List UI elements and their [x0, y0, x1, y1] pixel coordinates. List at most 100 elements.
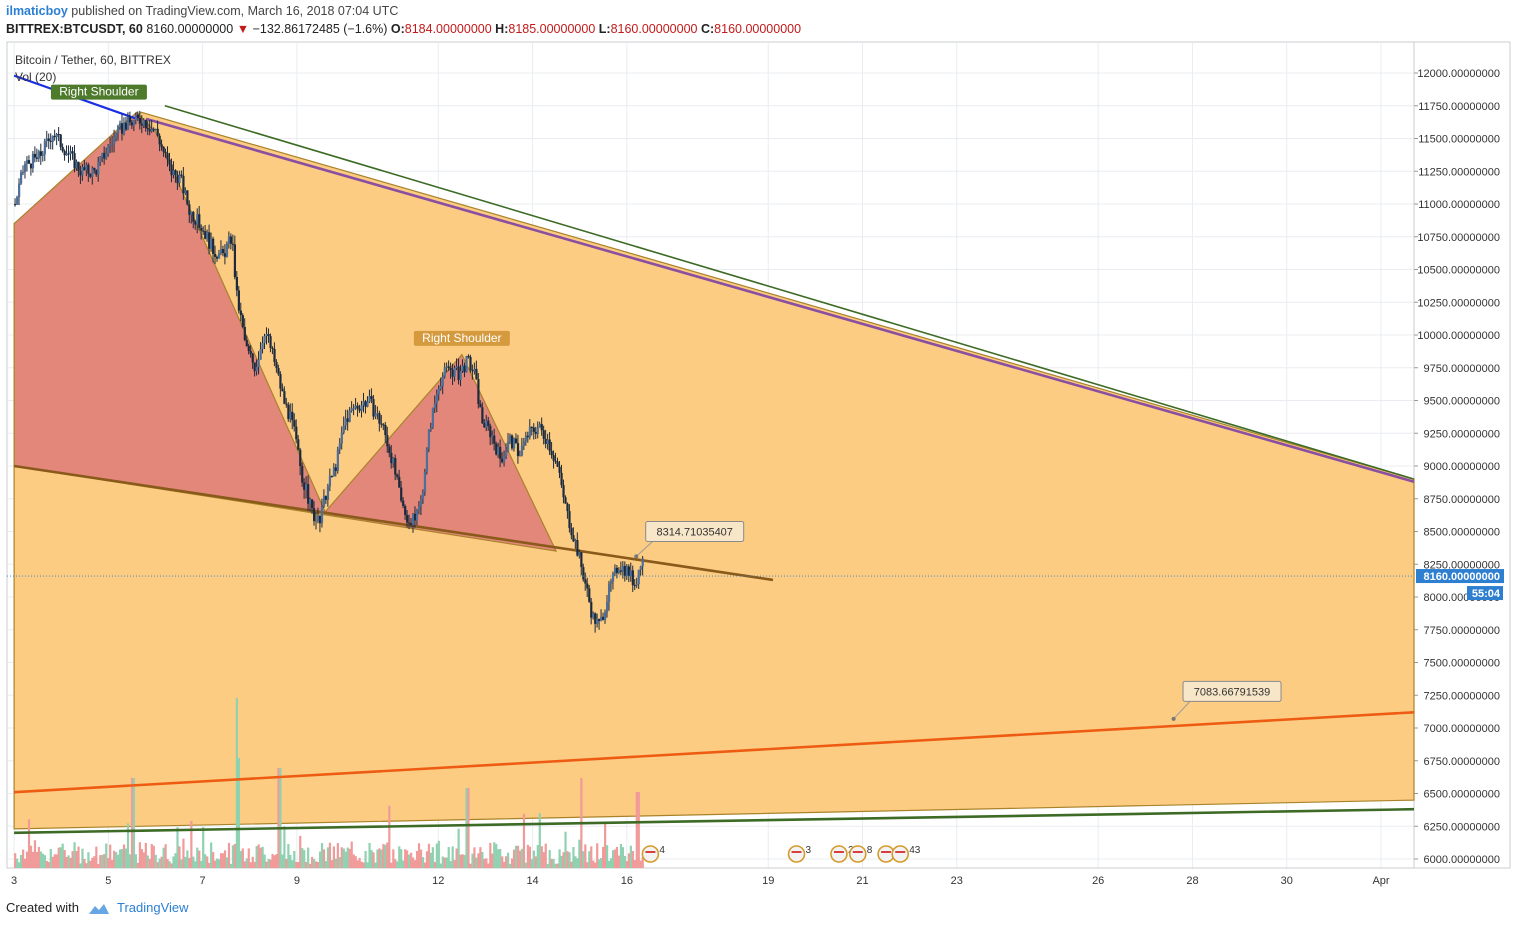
volume-bar	[419, 849, 423, 868]
last-price: 8160.00000000	[146, 22, 234, 36]
candle-body	[516, 443, 520, 457]
volume-bar	[455, 848, 458, 868]
volume-bar	[291, 860, 294, 868]
volume-bar	[61, 843, 64, 868]
candle-body	[61, 146, 64, 152]
candle-body	[501, 458, 504, 463]
volume-bar	[507, 852, 510, 868]
candle-body	[229, 236, 233, 244]
volume-bar	[564, 831, 567, 868]
volume-bar	[469, 863, 472, 868]
volume-bar	[301, 847, 304, 868]
volume-bar	[208, 862, 211, 868]
volume-bar	[475, 857, 478, 868]
volume-bar	[89, 860, 92, 868]
candle-body	[142, 119, 145, 126]
volume-bar	[130, 778, 134, 868]
candle-body	[305, 484, 308, 490]
volume-bar	[423, 862, 427, 868]
candle-body	[190, 211, 193, 215]
volume-bar	[265, 861, 268, 868]
us-flag-stripe-icon	[881, 851, 892, 853]
candle-body	[172, 170, 175, 176]
volume-bar	[384, 844, 387, 868]
candle-body	[33, 153, 37, 158]
candle-body	[111, 144, 114, 146]
volume-bar	[435, 843, 438, 868]
candle-body	[364, 401, 367, 407]
price-chart[interactable]: 12000.00000000 11750.00000000 11500.000000…	[0, 40, 1517, 890]
volume-bar	[437, 840, 440, 868]
volume-bar	[615, 846, 619, 868]
volume-bar	[55, 854, 58, 868]
candle-body	[384, 424, 387, 436]
open-label: O:	[390, 22, 405, 36]
volume-bar	[526, 844, 530, 868]
volume-bar	[465, 788, 468, 868]
tradingview-logo-icon[interactable]	[87, 902, 111, 916]
volume-bar	[261, 846, 264, 868]
candle-body	[313, 508, 316, 522]
volume-bar	[168, 861, 171, 868]
volume-bar	[641, 857, 644, 868]
callout-pointer	[635, 540, 655, 557]
candle-body	[67, 153, 70, 155]
volume-bar	[574, 856, 577, 868]
volume-bar	[528, 846, 531, 868]
candle-body	[324, 496, 328, 500]
footer: Created with TradingView	[6, 900, 189, 916]
volume-bar	[512, 849, 516, 868]
candle-body	[273, 348, 276, 362]
volume-bar	[316, 861, 320, 868]
candle-body	[53, 135, 56, 138]
tradingview-brand-link[interactable]: TradingView	[116, 900, 189, 915]
candle-body	[613, 567, 617, 574]
candle-body	[619, 570, 623, 572]
volume-bar	[21, 849, 25, 868]
volume-bar	[160, 856, 163, 868]
candle-body	[136, 114, 140, 118]
candle-body	[130, 122, 134, 126]
candle-body	[491, 435, 494, 438]
candle-body	[99, 156, 102, 163]
volume-bar	[53, 854, 56, 868]
y-tick-label: 7250.00000000	[1424, 690, 1500, 702]
callout-anchor	[1171, 716, 1176, 721]
volume-bar	[376, 849, 379, 868]
candle-body	[463, 365, 466, 373]
volume-bar	[91, 857, 94, 868]
price-axis	[1413, 41, 1511, 869]
volume-bar	[63, 849, 66, 868]
candle-body	[208, 232, 211, 249]
volume-bar	[342, 848, 345, 868]
volume-bar	[413, 860, 417, 868]
volume-bar	[309, 863, 312, 868]
volume-bar	[182, 838, 185, 868]
x-tick-label: 21	[856, 875, 868, 887]
candle-body	[309, 499, 312, 504]
candle-body	[334, 467, 337, 472]
candle-body	[544, 438, 547, 445]
volume-bar	[625, 861, 628, 868]
volume-bar	[572, 847, 575, 868]
candle-body	[376, 413, 379, 415]
candle-body	[186, 190, 189, 205]
candle-body	[629, 570, 632, 577]
candle-body	[176, 174, 179, 184]
candle-body	[621, 565, 625, 572]
author-name[interactable]: ilmaticboy	[6, 4, 68, 18]
candle-body	[380, 423, 383, 425]
candle-body	[510, 435, 514, 449]
volume-bar	[253, 861, 256, 868]
volume-bar	[178, 846, 181, 868]
candle-body	[602, 616, 605, 620]
volume-legend: Vol (20)	[15, 70, 56, 84]
candle-body	[625, 566, 628, 576]
candle-body	[311, 499, 314, 509]
candle-body	[423, 472, 427, 492]
trendline-upper	[164, 104, 1415, 480]
candle-body	[217, 253, 221, 259]
candle-body	[124, 122, 128, 130]
candle-body	[314, 520, 318, 522]
pattern-label: Right Shoulder	[422, 331, 501, 345]
